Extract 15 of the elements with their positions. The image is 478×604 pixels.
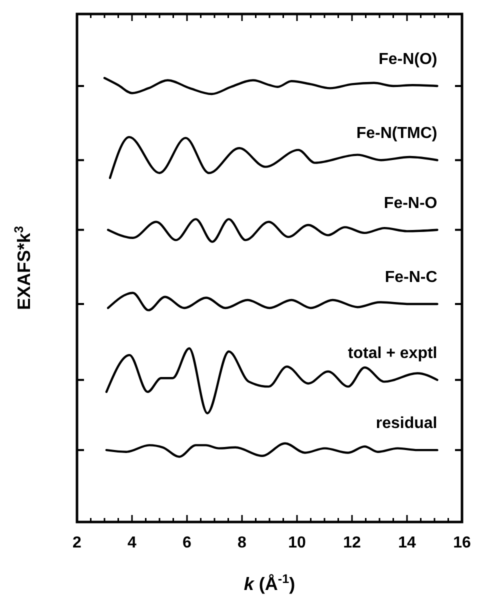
x-tick-label: 4 <box>128 534 137 552</box>
series-label: Fe-N-C <box>384 268 438 286</box>
x-tick-label: 10 <box>288 534 306 552</box>
x-axis-title: k (Å$^{-1}$) <box>244 572 296 594</box>
x-tick-label: 6 <box>182 534 192 552</box>
x-tick-label: 8 <box>238 534 247 552</box>
series-label: Fe-N(O) <box>378 50 438 68</box>
series-label: Fe-N(TMC) <box>356 125 438 142</box>
x-tick-label: 14 <box>398 534 416 552</box>
series-label: Fe-N-O <box>384 194 438 212</box>
series-label: total + exptl <box>348 344 438 362</box>
x-tick-label: 2 <box>72 534 82 552</box>
x-tick-label: 12 <box>343 534 361 552</box>
x-tick-label: 16 <box>453 534 471 552</box>
series-label: residual <box>376 415 438 432</box>
